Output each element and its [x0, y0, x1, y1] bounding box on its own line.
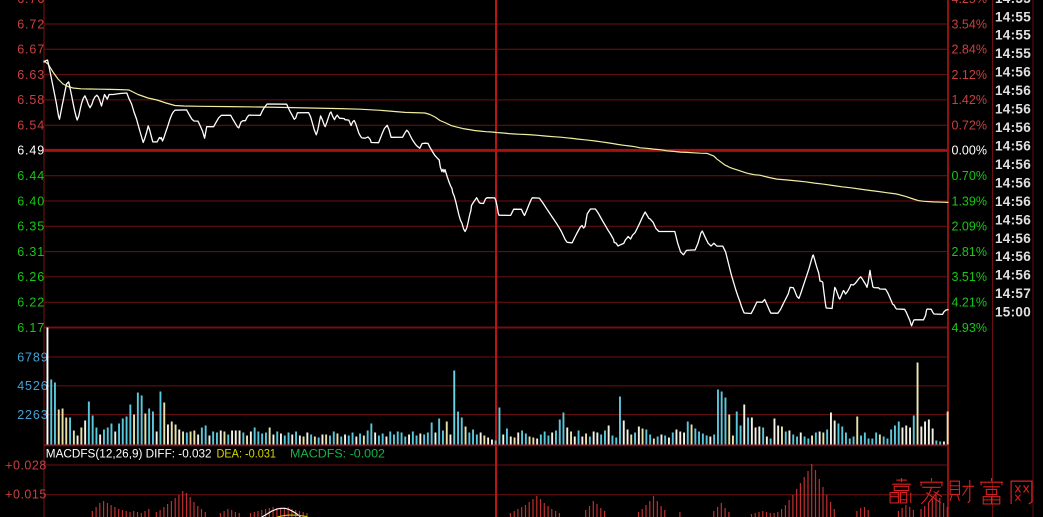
svg-text:+0.028: +0.028 [5, 458, 47, 472]
svg-text:14:55: 14:55 [995, 9, 1031, 24]
svg-text:1.42%: 1.42% [952, 93, 987, 107]
svg-text:6.58: 6.58 [17, 93, 45, 107]
svg-text:14:56: 14:56 [995, 194, 1031, 209]
svg-text:6.67: 6.67 [17, 43, 45, 57]
svg-text:0.00%: 0.00% [952, 144, 987, 158]
svg-text:2263: 2263 [17, 408, 48, 422]
svg-text:6789: 6789 [17, 350, 48, 364]
svg-text:14:56: 14:56 [995, 231, 1031, 246]
svg-text:14:55: 14:55 [995, 46, 1031, 61]
svg-text:6.31: 6.31 [17, 245, 45, 259]
svg-text:4.93%: 4.93% [952, 321, 987, 335]
svg-text:6.54: 6.54 [17, 118, 45, 132]
svg-text:+0.015: +0.015 [5, 488, 47, 502]
svg-text:14:56: 14:56 [995, 157, 1031, 172]
svg-text:6.76: 6.76 [17, 0, 45, 6]
svg-text:2.12%: 2.12% [952, 68, 987, 82]
svg-text:6.63: 6.63 [17, 68, 45, 82]
svg-text:14:55: 14:55 [995, 0, 1031, 6]
svg-text:14:55: 14:55 [995, 28, 1031, 43]
svg-text:14:57: 14:57 [995, 286, 1031, 301]
svg-text:0.70%: 0.70% [952, 169, 987, 183]
svg-text:MACDFS: -0.002: MACDFS: -0.002 [290, 447, 385, 461]
svg-text:6.49: 6.49 [17, 144, 45, 158]
svg-text:6.22: 6.22 [17, 296, 45, 310]
svg-text:6.26: 6.26 [17, 270, 45, 284]
svg-text:MACDFS(12,26,9) DIFF: -0.032: MACDFS(12,26,9) DIFF: -0.032 [46, 447, 212, 461]
svg-text:0.72%: 0.72% [952, 118, 987, 132]
svg-text:14:56: 14:56 [995, 212, 1031, 227]
svg-text:14:56: 14:56 [995, 139, 1031, 154]
svg-text:2.81%: 2.81% [952, 245, 987, 259]
svg-text:3.54%: 3.54% [952, 17, 987, 31]
svg-text:14:56: 14:56 [995, 268, 1031, 283]
svg-text:14:56: 14:56 [995, 102, 1031, 117]
svg-text:14:56: 14:56 [995, 120, 1031, 135]
svg-text:2.09%: 2.09% [952, 220, 987, 234]
svg-text:6.40: 6.40 [17, 194, 45, 208]
svg-text:6.72: 6.72 [17, 17, 45, 31]
svg-text:14:56: 14:56 [995, 83, 1031, 98]
svg-text:6.17: 6.17 [17, 321, 45, 335]
svg-text:2.84%: 2.84% [952, 43, 987, 57]
svg-text:4526: 4526 [17, 379, 48, 393]
svg-text:6.44: 6.44 [17, 169, 45, 183]
svg-text:6.35: 6.35 [17, 220, 45, 234]
svg-text:15:00: 15:00 [995, 305, 1031, 320]
svg-text:14:56: 14:56 [995, 175, 1031, 190]
svg-text:4.25%: 4.25% [952, 0, 987, 6]
svg-text:DEA: -0.031: DEA: -0.031 [217, 447, 277, 461]
svg-text:3.51%: 3.51% [952, 270, 987, 284]
svg-text:14:56: 14:56 [995, 65, 1031, 80]
svg-text:14:56: 14:56 [995, 249, 1031, 264]
svg-text:1.39%: 1.39% [952, 194, 987, 208]
svg-text:4.21%: 4.21% [952, 296, 987, 310]
